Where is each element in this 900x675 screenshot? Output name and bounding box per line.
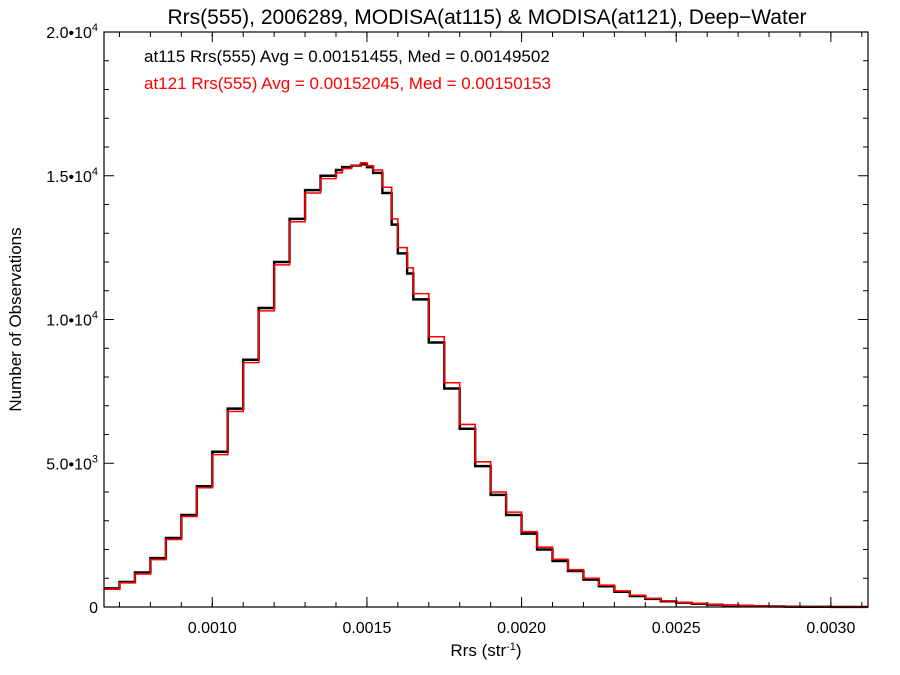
y-tick-label: 1.5•104 <box>46 166 98 186</box>
x-tick-label: 0.0025 <box>652 620 701 637</box>
y-axis-label: Number of Observations <box>6 227 25 411</box>
plot-frame <box>103 31 869 608</box>
stats-annotation-2: at121 Rrs(555) Avg = 0.00152045, Med = 0… <box>144 74 551 93</box>
stats-annotation-1: at115 Rrs(555) Avg = 0.00151455, Med = 0… <box>144 47 550 66</box>
x-tick-label: 0.0020 <box>497 620 546 637</box>
x-tick-label: 0.0030 <box>806 620 855 637</box>
series-line-1 <box>104 163 868 609</box>
y-tick-label: 5.0•103 <box>46 453 98 473</box>
series-line-2 <box>104 162 868 608</box>
chart-title: Rrs(555), 2006289, MODISA(at115) & MODIS… <box>167 6 806 29</box>
axis-ticks: 0.0010 0.0015 0.0020 0.0025 0.0030 0 5.0•103 1.… <box>46 22 868 637</box>
x-axis-label: Rrs (str-1) <box>450 641 521 660</box>
y-tick-label: 2.0•104 <box>46 22 98 42</box>
series-layer <box>104 162 868 609</box>
y-tick-label: 0 <box>89 600 98 617</box>
x-tick-label: 0.0010 <box>188 620 237 637</box>
y-tick-label: 1.0•104 <box>46 310 98 330</box>
stats-annotations: at115 Rrs(555) Avg = 0.00151455, Med = 0… <box>144 47 551 93</box>
x-tick-label: 0.0015 <box>342 620 391 637</box>
